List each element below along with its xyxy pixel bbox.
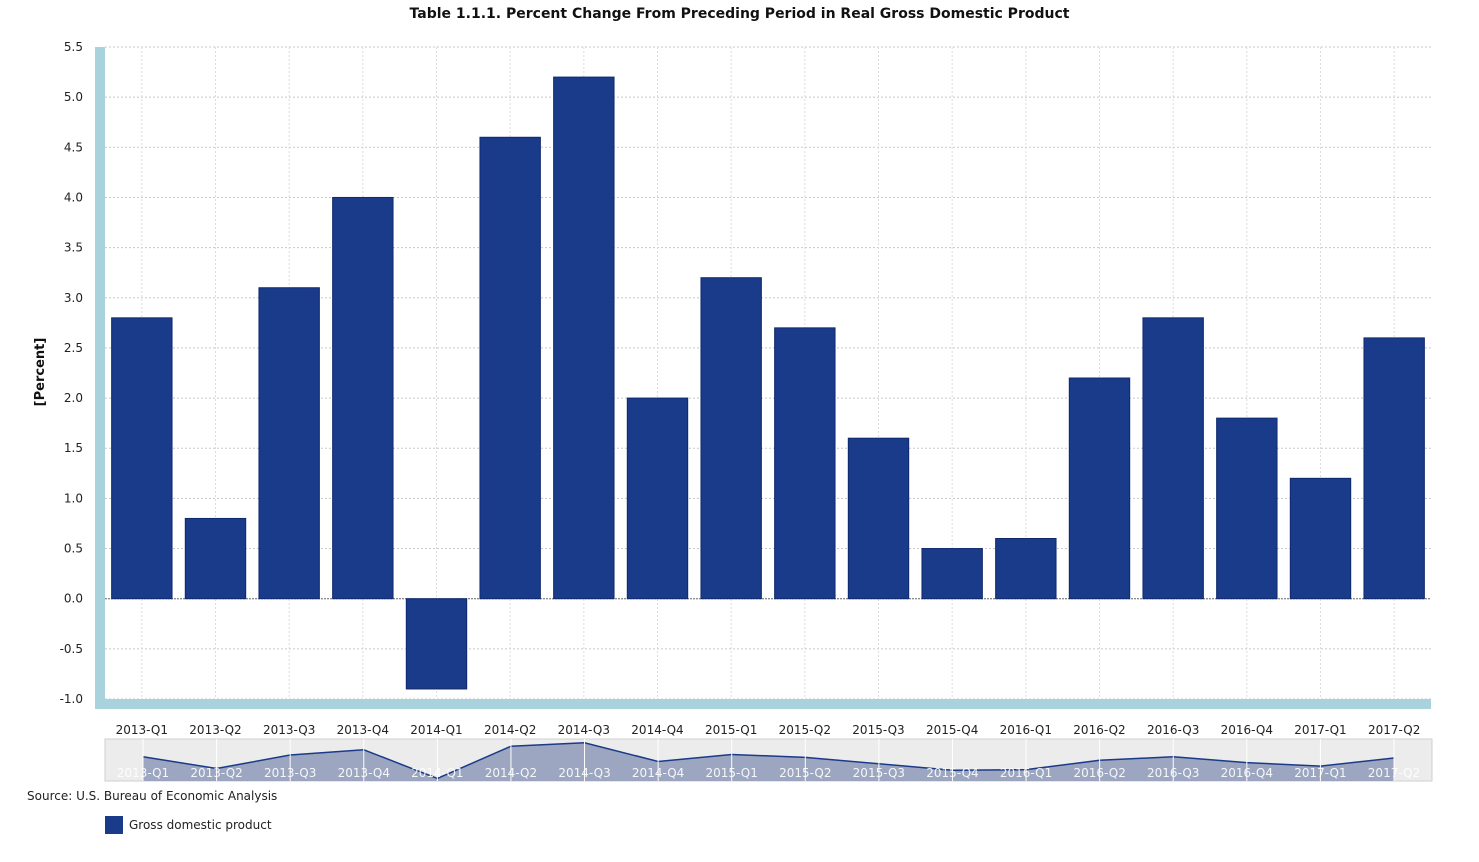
x-tick-label: 2014-Q3 (558, 723, 610, 737)
bar (921, 548, 983, 600)
navigator-tick-label: 2013-Q3 (264, 766, 316, 780)
bar (700, 277, 762, 600)
x-tick-label: 2017-Q2 (1368, 723, 1420, 737)
navigator-tick-label: 2013-Q4 (338, 766, 390, 780)
x-tick-label: 2014-Q2 (484, 723, 536, 737)
y-axis-band (95, 47, 105, 709)
y-tick-label: 1.0 (64, 491, 83, 505)
bar (847, 437, 910, 600)
navigator-tick-label: 2013-Q2 (190, 766, 242, 780)
source-note: Source: U.S. Bureau of Economic Analysis (27, 789, 278, 803)
y-tick-label: 1.5 (64, 441, 83, 455)
bar (1068, 377, 1131, 600)
legend-label: Gross domestic product (129, 818, 272, 832)
navigator-tick-label: 2016-Q2 (1073, 766, 1125, 780)
bar (626, 397, 689, 600)
x-tick-label: 2013-Q3 (263, 723, 315, 737)
bar (405, 598, 468, 690)
x-tick-label: 2015-Q2 (779, 723, 831, 737)
x-tick-label: 2013-Q4 (337, 723, 389, 737)
navigator-tick-label: 2016-Q1 (1000, 766, 1052, 780)
y-tick-label: 0.0 (64, 592, 83, 606)
navigator-tick-label: 2014-Q1 (411, 766, 463, 780)
x-tick-label: 2015-Q3 (852, 723, 904, 737)
y-tick-label: 5.0 (64, 90, 83, 104)
bar (332, 196, 394, 600)
x-tick-label: 2015-Q4 (926, 723, 978, 737)
chart-title: Table 1.1.1. Percent Change From Precedi… (409, 6, 1070, 22)
y-tick-label: -1.0 (60, 692, 83, 706)
navigator-tick-label: 2016-Q4 (1221, 766, 1273, 780)
x-tick-label: 2016-Q3 (1147, 723, 1199, 737)
bar (1289, 477, 1352, 600)
y-tick-label: 5.5 (64, 40, 83, 54)
bar (111, 317, 173, 600)
y-tick-label: 4.0 (64, 190, 83, 204)
navigator-tick-label: 2014-Q2 (485, 766, 537, 780)
x-axis-band (105, 699, 1431, 709)
navigator-tick-label: 2016-Q3 (1147, 766, 1199, 780)
navigator-line (142, 741, 1395, 780)
navigator-tick-label: 2015-Q2 (779, 766, 831, 780)
bar (1363, 337, 1425, 600)
legend-swatch (105, 816, 123, 834)
x-tick-label: 2014-Q4 (631, 723, 683, 737)
bar (184, 517, 247, 600)
y-tick-label: 4.5 (64, 140, 83, 154)
x-tick-label: 2015-Q1 (705, 723, 757, 737)
y-tick-label: 2.5 (64, 341, 83, 355)
y-tick-label: 2.0 (64, 391, 83, 405)
navigator-area (143, 742, 1394, 781)
y-tick-label: 3.5 (64, 241, 83, 255)
navigator-tick-label: 2015-Q1 (706, 766, 758, 780)
navigator-tick-label: 2017-Q1 (1294, 766, 1346, 780)
x-tick-label: 2014-Q1 (410, 723, 462, 737)
navigator-tick-label: 2015-Q4 (926, 766, 978, 780)
y-tick-label: 0.5 (64, 542, 83, 556)
bar (1216, 417, 1278, 600)
y-tick-label: -0.5 (60, 642, 83, 656)
bar (479, 136, 541, 600)
x-tick-label: 2013-Q2 (189, 723, 241, 737)
y-axis-label: [Percent] (33, 338, 48, 407)
bar (995, 538, 1057, 600)
x-tick-label: 2013-Q1 (116, 723, 168, 737)
x-tick-label: 2016-Q4 (1221, 723, 1273, 737)
x-tick-label: 2017-Q1 (1294, 723, 1346, 737)
bar (1142, 317, 1204, 600)
legend[interactable]: Gross domestic product (105, 816, 272, 834)
navigator-tick-label: 2017-Q2 (1368, 766, 1420, 780)
y-tick-label: 3.0 (64, 291, 83, 305)
bar (553, 76, 615, 600)
x-tick-label: 2016-Q1 (1000, 723, 1052, 737)
navigator-tick-label: 2013-Q1 (117, 766, 169, 780)
navigator-tick-label: 2014-Q4 (632, 766, 684, 780)
navigator-tick-label: 2015-Q3 (853, 766, 905, 780)
x-tick-label: 2016-Q2 (1073, 723, 1125, 737)
navigator-tick-label: 2014-Q3 (558, 766, 610, 780)
bar (774, 327, 836, 600)
bar (258, 287, 320, 600)
